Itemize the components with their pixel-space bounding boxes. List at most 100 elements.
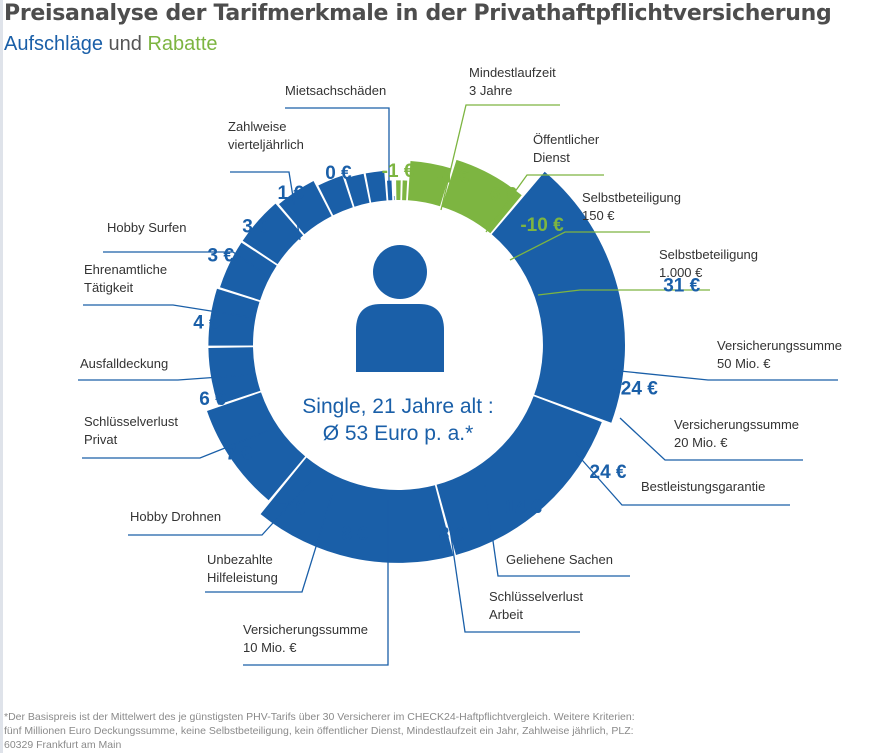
leader-line-16 (230, 171, 301, 241)
category-label-4-line-0: Versicherungssumme (717, 338, 842, 353)
segment-1 (402, 180, 408, 201)
category-label-2-line-0: Selbstbeteiligung (582, 190, 681, 205)
category-label-14-line-0: Ehrenamtliche (84, 262, 167, 277)
category-label-11-line-0: Hobby Drohnen (130, 509, 221, 524)
category-label-12: Schlüsselverlust Privat (84, 414, 178, 447)
category-label-14: Ehrenamtliche Tätigkeit (84, 262, 167, 295)
category-label-5-line-0: Versicherungssumme (674, 417, 799, 432)
left-edge-strip (0, 0, 3, 753)
category-label-7-line-0: Geliehene Sachen (506, 552, 613, 567)
segment-9 (208, 288, 260, 346)
category-label-10: Unbezahlte Hilfeleistung (207, 552, 278, 585)
person-icon (356, 245, 444, 372)
leader-line-11 (128, 479, 313, 536)
category-label-8-line-0: Schlüsselverlust (489, 589, 583, 604)
value-label-17: 0 € (325, 163, 352, 184)
category-label-9-line-0: Versicherungssumme (243, 622, 368, 637)
leader-line-12 (82, 427, 276, 459)
segment-15 (365, 170, 387, 203)
subtitle-connector: und (102, 33, 148, 55)
category-label-2-line-1: 150 € (582, 208, 615, 223)
segment-2 (407, 161, 452, 207)
subtitle-surcharges: Aufschläge (4, 33, 103, 55)
leader-line-14 (83, 304, 256, 319)
center-text-line1: Single, 21 Jahre alt : (302, 395, 493, 418)
category-label-8: Schlüsselverlust Arbeit (489, 589, 583, 622)
category-label-13: Ausfalldeckung (80, 356, 168, 371)
leader-line-4 (609, 369, 838, 381)
category-label-9-line-1: 10 Mio. € (243, 640, 297, 655)
value-label-0: -1 € (382, 161, 415, 182)
category-label-3-line-1: 1.000 € (659, 265, 703, 280)
value-label-2: -6 € (484, 184, 517, 205)
leader-line-8 (444, 494, 580, 633)
chart-subtitle: Aufschläge und Rabatte (4, 33, 218, 56)
category-label-0-line-1: 3 Jahre (469, 83, 512, 98)
category-label-4: Versicherungssumme 50 Mio. € (717, 338, 842, 371)
leader-line-9 (243, 500, 389, 666)
category-label-13-line-0: Ausfalldeckung (80, 356, 168, 371)
value-label-16: 1 € (277, 183, 304, 204)
value-label-8: 8 € (439, 524, 466, 545)
category-label-16: Zahlweise vierteljährlich (228, 119, 304, 152)
category-label-15-line-0: Hobby Surfen (107, 220, 187, 235)
leader-line-2 (509, 231, 650, 261)
category-label-6: Bestleistungsgarantie (641, 479, 765, 494)
category-label-3: Selbstbeteiligung 1.000 € (659, 247, 758, 280)
segment-4 (491, 171, 626, 423)
category-label-5: Versicherungssumme 20 Mio. € (674, 417, 799, 450)
category-label-0: Mindestlaufzeit 3 Jahre (469, 65, 556, 98)
value-label-5: 24 € (621, 379, 658, 400)
category-labels-layer: Mindestlaufzeit 3 Jahre Öffentlicher Dienst… (80, 65, 842, 655)
center-text-line2: Ø 53 Euro p. a.* (323, 422, 474, 445)
leader-line-7 (484, 484, 630, 577)
category-label-12-line-1: Privat (84, 432, 118, 447)
category-label-1-line-1: Dienst (533, 150, 570, 165)
category-label-16-line-0: Zahlweise (228, 119, 287, 134)
leader-line-10 (205, 494, 333, 593)
leader-line-5 (619, 417, 803, 461)
value-label-13: 4 € (193, 313, 220, 334)
leader-line-1 (485, 174, 604, 233)
leader-line-17 (285, 107, 390, 185)
value-label-14: 3 € (207, 246, 234, 267)
segment-17 (393, 196, 395, 201)
category-label-15: Hobby Surfen (107, 220, 187, 235)
value-label-10: 7 € (279, 499, 306, 520)
value-label-9: 8 € (341, 524, 368, 545)
category-label-0-line-0: Mindestlaufzeit (469, 65, 556, 80)
category-label-3-line-0: Selbstbeteiligung (659, 247, 758, 262)
category-label-9: Versicherungssumme 10 Mio. € (243, 622, 368, 655)
category-label-14-line-1: Tätigkeit (84, 280, 134, 295)
category-label-5-line-1: 20 Mio. € (674, 435, 728, 450)
category-label-1: Öffentlicher Dienst (533, 132, 600, 165)
category-label-7: Geliehene Sachen (506, 552, 613, 567)
category-label-10-line-0: Unbezahlte (207, 552, 273, 567)
category-label-4-line-1: 50 Mio. € (717, 356, 771, 371)
segment-0 (396, 180, 401, 200)
segment-5 (436, 396, 602, 555)
leader-line-3 (537, 289, 710, 296)
category-label-11: Hobby Drohnen (130, 509, 221, 524)
segment-10 (220, 242, 277, 301)
segments-layer (207, 159, 626, 563)
category-label-12-line-0: Schlüsselverlust (84, 414, 178, 429)
value-label-12: 6 € (199, 389, 226, 410)
segment-3 (441, 159, 522, 234)
leader-lines-layer (78, 104, 838, 666)
value-label-15: 3 € (242, 216, 269, 237)
leader-line-0 (440, 104, 560, 211)
segment-13 (318, 175, 353, 216)
segment-16 (387, 180, 393, 201)
category-label-16-line-1: vierteljährlich (228, 137, 304, 152)
category-label-10-line-1: Hilfeleistung (207, 570, 278, 585)
segment-14 (345, 173, 370, 207)
subtitle-discounts: Rabatte (147, 33, 218, 55)
leader-line-6 (574, 451, 790, 506)
value-label-3: -10 € (520, 215, 564, 236)
footnote: *Der Basispreis ist der Mittelwert des j… (4, 711, 635, 751)
value-label-6: 24 € (590, 462, 627, 483)
value-label-4: 31 € (663, 276, 700, 297)
leader-line-15 (103, 251, 269, 277)
